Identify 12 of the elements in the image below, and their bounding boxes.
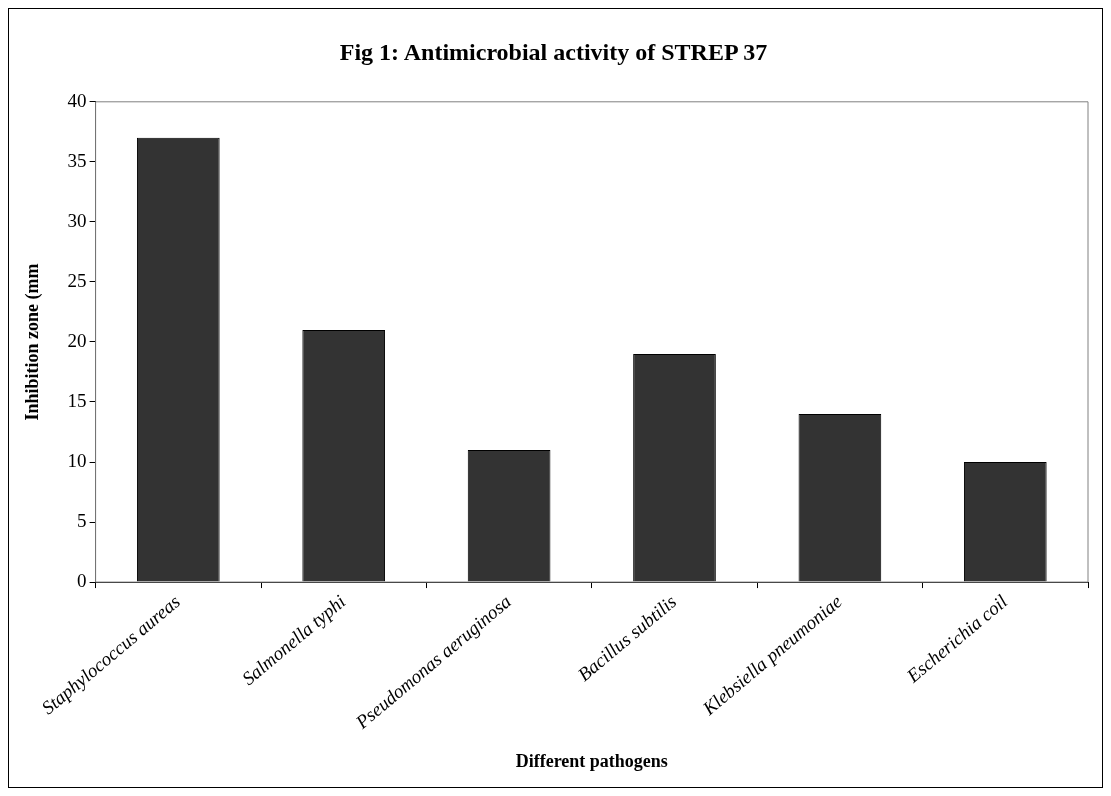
y-tick-label: 40 [67, 89, 87, 111]
y-tick-label: 30 [67, 209, 87, 231]
y-tick-label: 35 [67, 149, 87, 171]
chart-title: Fig 1: Antimicrobial activity of STREP 37 [339, 38, 768, 65]
y-tick-label: 0 [77, 570, 87, 592]
y-tick-label: 20 [67, 329, 87, 351]
y-tick-label: 10 [67, 449, 87, 471]
y-tick-label: 5 [77, 510, 87, 532]
y-tick-label: 15 [67, 389, 87, 411]
x-axis-title: Different pathogens [515, 750, 668, 771]
y-tick-label: 25 [67, 269, 87, 291]
y-axis-title: Inhibition zone (mm [22, 263, 44, 421]
